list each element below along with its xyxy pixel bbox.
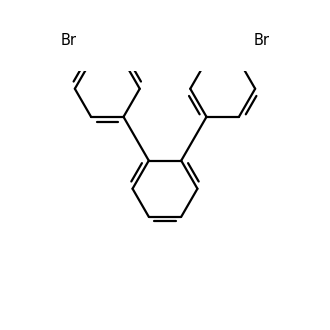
Text: Br: Br [61,33,77,48]
Text: Br: Br [253,33,269,48]
